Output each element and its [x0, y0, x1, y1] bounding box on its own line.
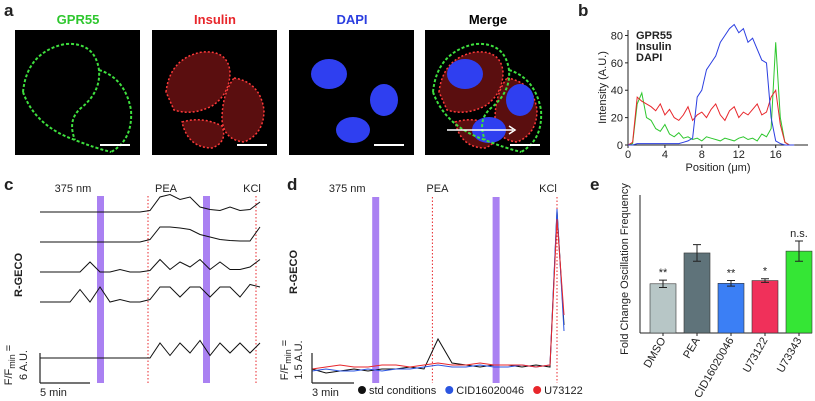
trace-panel: 375 nm PEA KCl R-GECO 3 min F/Fmin = 1.5 A.U. st… [279, 183, 583, 399]
panel-letter: a [4, 1, 14, 20]
y-axis-label: R-GECO [13, 253, 25, 297]
x-tick-label: 8 [699, 149, 705, 161]
legend-entry: GPR55 [636, 30, 672, 42]
trace [40, 193, 261, 213]
image [152, 30, 277, 155]
light-label: 375 nm [55, 183, 92, 195]
trace-panel: 375 nm PEA KCl R-GECO 5 min F/Fmin =6 A.U. [3, 183, 261, 399]
scale-y-label: F/Fmin = [3, 345, 17, 385]
scale-y-value: 6 A.U. [18, 350, 30, 380]
x-tick-label: PEA [681, 335, 703, 361]
scale-sub: min [7, 354, 17, 369]
y-tick-label: 60 [611, 58, 623, 70]
panel-letter: e [590, 175, 599, 194]
series-line [627, 42, 795, 146]
trace [40, 339, 261, 359]
significance: ** [659, 267, 668, 279]
error-bar [693, 244, 701, 262]
scale-sub: min [283, 349, 293, 364]
x-tick-label: U73343 [775, 336, 805, 375]
scale-label: F/F [3, 368, 15, 385]
error-bar [659, 279, 667, 288]
scale-label: F/F [279, 363, 291, 380]
bar [717, 283, 745, 334]
trace [40, 258, 261, 273]
image [289, 30, 414, 155]
scale-y-label: F/Fmin = [279, 340, 293, 380]
x-axis-label: Position (μm) [685, 162, 750, 174]
scale-eq: = [3, 345, 15, 351]
scale-eq: = [279, 340, 291, 346]
trace [40, 283, 261, 303]
panel-a: a GPR55 Insulin DAPI Merge [4, 1, 550, 155]
y-axis-label: Fold Change Oscillation Frequency [619, 183, 631, 355]
image [15, 30, 140, 155]
significance: n.s. [790, 228, 808, 240]
x-tick-label: 4 [662, 149, 668, 161]
legend-entry: Insulin [636, 41, 672, 53]
y-tick-label: 80 [611, 30, 623, 42]
error-bar [761, 278, 769, 283]
x-tick-label: 16 [770, 149, 782, 161]
panel-letter: b [578, 1, 588, 20]
series-line [627, 88, 795, 146]
series-line [628, 23, 795, 146]
y-tick-label: 0 [617, 140, 623, 152]
image [425, 30, 550, 155]
scale-x-label: 5 min [40, 387, 67, 399]
x-tick-label: 0 [625, 149, 631, 161]
legend-entry: U73122 [544, 385, 583, 397]
y-axis-label: R-GECO [288, 250, 300, 294]
legend-entry: CID16020046 [456, 385, 524, 397]
stimulus-label: PEA [155, 183, 178, 195]
stimulus-label: PEA [426, 183, 449, 195]
bar [751, 280, 779, 334]
light-pulse [492, 197, 500, 383]
bar [785, 250, 813, 334]
bar [649, 283, 677, 334]
y-tick-label: 20 [611, 113, 623, 125]
legend-entry: DAPI [636, 52, 662, 64]
panel-letter: c [4, 175, 13, 194]
legend-marker [445, 386, 454, 394]
scale-y-value: 1.5 A.U. [293, 340, 305, 379]
trace [311, 218, 565, 370]
image-label: Insulin [194, 12, 236, 27]
bar [683, 252, 711, 334]
stimulus-label: KCl [539, 183, 557, 195]
light-label: 375 nm [329, 183, 366, 195]
legend-marker [358, 386, 366, 394]
image-label: Merge [469, 12, 507, 27]
image-label: GPR55 [57, 12, 100, 27]
trace [311, 208, 565, 372]
significance: ** [727, 268, 736, 280]
line-chart: 0 20 40 60 80 0 4 8 12 16 Position (μm) Intensity (… [597, 23, 808, 174]
stimulus-label: KCl [243, 183, 261, 195]
x-tick-label: U73122 [741, 336, 771, 375]
bar-chart: Fold Change Oscillation Frequency ** DMSO P… [619, 183, 813, 400]
trace [40, 226, 261, 243]
light-pulse [203, 196, 210, 383]
legend-entry: std conditions [369, 385, 437, 397]
panel-letter: d [287, 175, 297, 194]
legend-marker [533, 386, 542, 394]
image-label: DAPI [336, 12, 367, 27]
significance: * [763, 266, 768, 278]
light-pulse [97, 196, 104, 383]
scale-x-label: 3 min [312, 387, 339, 399]
y-tick-label: 40 [611, 85, 623, 97]
trace [311, 210, 565, 374]
x-tick-label: 12 [733, 149, 745, 161]
light-pulse [372, 197, 380, 383]
error-bar [727, 280, 735, 287]
error-bar [795, 240, 803, 262]
x-tick-label: DMSO [642, 335, 669, 370]
y-axis-label: Intensity (A.U.) [597, 51, 609, 124]
